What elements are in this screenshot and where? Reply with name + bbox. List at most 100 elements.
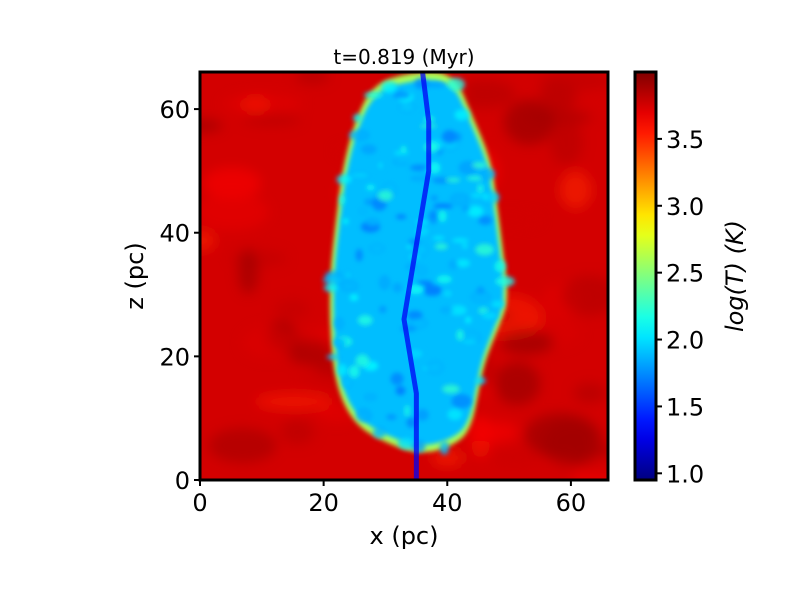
cloud-cell	[347, 364, 361, 379]
cloud-cell	[363, 91, 384, 99]
cloud-cell	[405, 243, 414, 250]
cloud-cell	[494, 275, 516, 288]
cloud-cell	[359, 207, 367, 215]
x-axis-ticks: 0 20 40 60	[192, 480, 586, 517]
cloud-cell	[480, 191, 491, 203]
background-patch	[208, 428, 277, 463]
cloud-cell	[333, 338, 345, 348]
cloud-cell	[339, 193, 347, 207]
cloud-cell	[433, 242, 449, 251]
background-patch	[490, 448, 540, 468]
background-patch	[465, 418, 493, 442]
background-patch	[523, 109, 593, 125]
background-patch	[543, 420, 604, 467]
cloud-cell	[372, 427, 386, 439]
cloud-cell	[474, 242, 495, 257]
cloud-cell	[352, 113, 363, 123]
background-patch	[454, 79, 516, 109]
cloud-cell	[390, 372, 404, 386]
background-patch	[583, 91, 608, 115]
cloud-cell	[422, 284, 442, 296]
background-patch	[200, 193, 269, 231]
cloud-cell	[472, 376, 487, 385]
background-patch	[431, 449, 463, 467]
colorbar: 1.0 1.5 2.0 2.5 3.0 3.5 log(T) (K)	[633, 70, 749, 488]
cloud-cell	[453, 132, 462, 142]
cloud-cell	[379, 305, 387, 313]
cloud-cell	[441, 383, 461, 395]
cloud-cell	[348, 292, 360, 303]
cloud-cell	[395, 214, 407, 220]
cloud-cell	[435, 274, 453, 285]
cloud-cell	[340, 280, 358, 292]
y-tick-label: 0	[175, 467, 190, 495]
cloud-cell	[376, 189, 394, 202]
cloud-cell	[455, 328, 465, 342]
cloud-cell	[334, 317, 344, 330]
background-patch	[242, 113, 301, 126]
cloud-cell	[337, 362, 348, 378]
background-patch	[238, 249, 259, 295]
colorbar-tick-label: 1.5	[666, 393, 704, 421]
cloud-cell	[430, 195, 438, 201]
cloud-cell	[323, 283, 339, 293]
cloud-cell	[471, 291, 491, 303]
cloud-cell	[348, 130, 370, 141]
cloud-cell	[341, 217, 350, 226]
cloud-cell	[409, 318, 428, 329]
cloud-cell	[354, 353, 371, 368]
background-patch	[494, 362, 541, 406]
cloud-cell	[493, 259, 507, 274]
y-tick-label: 40	[159, 220, 190, 248]
cloud-cell	[398, 102, 416, 113]
cloud-cell	[478, 215, 493, 225]
background-patch	[499, 329, 554, 355]
background-patch	[573, 382, 606, 404]
cloud-cell	[428, 209, 438, 219]
cloud-cell	[355, 248, 363, 262]
background-patch	[200, 119, 223, 133]
chart-title: t=0.819 (Myr)	[333, 45, 474, 69]
colorbar-tick-label: 3.0	[666, 193, 704, 221]
cloud-cell	[361, 144, 377, 154]
cloud-cell	[399, 144, 408, 154]
colorbar-tick-label: 3.5	[666, 126, 704, 154]
background-patch	[202, 167, 262, 200]
background-patch	[573, 455, 608, 480]
cloud-cell	[407, 310, 423, 320]
colorbar-bar	[633, 70, 658, 482]
background-patch	[562, 275, 608, 316]
cloud-cell	[349, 171, 371, 179]
cloud-cell	[342, 376, 352, 388]
background-patch	[539, 72, 608, 90]
cloud-cell	[365, 218, 380, 228]
cloud-cell	[476, 183, 485, 194]
cloud-cell	[395, 385, 406, 396]
x-tick-label: 40	[432, 489, 463, 517]
cloud-cell	[355, 408, 372, 423]
cloud-cell	[450, 193, 470, 206]
cloud-cell	[439, 440, 450, 456]
background-patch	[200, 230, 216, 251]
x-tick-label: 20	[308, 489, 339, 517]
cloud-cell	[386, 414, 397, 420]
cloud-cell	[364, 393, 377, 401]
cloud-cell	[433, 203, 453, 209]
cloud-cell	[431, 234, 447, 242]
background-patch	[294, 72, 330, 84]
cloud-cell	[446, 77, 466, 92]
cloud-cell	[379, 275, 390, 290]
y-tick-label: 60	[159, 96, 190, 124]
cloud-cell	[440, 306, 454, 313]
colorbar-label: log(T) (K)	[721, 220, 749, 332]
cloud-cell	[409, 164, 429, 171]
cloud-cell	[464, 315, 473, 325]
cloud-cell	[336, 174, 353, 185]
cloud-cell	[393, 91, 411, 100]
cloud-cell	[369, 244, 385, 253]
cloud-cell	[437, 209, 448, 224]
background-patch	[242, 326, 294, 359]
cloud-cell	[453, 108, 470, 122]
cloud-cell	[446, 407, 464, 422]
colorbar-tick-label: 2.0	[666, 327, 704, 355]
